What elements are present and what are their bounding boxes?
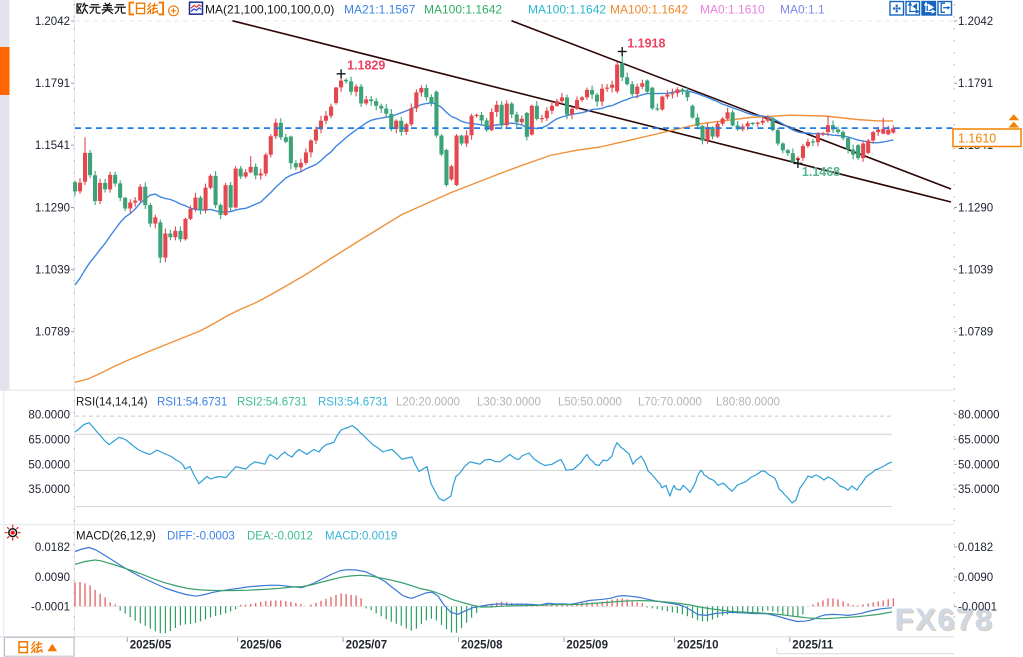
svg-text:L30:30.0000: L30:30.0000 (477, 397, 541, 409)
svg-text:50.0000: 50.0000 (28, 459, 70, 471)
svg-text:1.1610: 1.1610 (958, 132, 996, 146)
svg-text:0.0182: 0.0182 (35, 542, 70, 554)
svg-text:2025/11: 2025/11 (792, 640, 834, 652)
svg-text:MA100:1.1642: MA100:1.1642 (528, 3, 606, 17)
svg-text:65.0000: 65.0000 (28, 434, 70, 446)
svg-text:L50:50.0000: L50:50.0000 (558, 397, 622, 409)
svg-text:1.2042: 1.2042 (35, 16, 70, 28)
svg-text:1.0789: 1.0789 (35, 327, 70, 339)
svg-text:DIFF:-0.0003: DIFF:-0.0003 (167, 531, 235, 543)
svg-text:DEA:-0.0012: DEA:-0.0012 (247, 531, 313, 543)
svg-text:2025/09: 2025/09 (566, 640, 608, 652)
svg-text:2025/06: 2025/06 (240, 640, 282, 652)
svg-text:MACD:0.0019: MACD:0.0019 (325, 531, 397, 543)
svg-text:FX678: FX678 (896, 603, 995, 638)
svg-text:1.1541: 1.1541 (35, 140, 70, 152)
svg-text:MA100:1.1642: MA100:1.1642 (424, 3, 502, 17)
svg-text:1.1039: 1.1039 (958, 265, 993, 277)
svg-text:RSI3:54.6731: RSI3:54.6731 (318, 397, 388, 409)
svg-text:1.1791: 1.1791 (958, 78, 993, 90)
svg-text:2025/08: 2025/08 (461, 640, 503, 652)
svg-text:1.1468: 1.1468 (802, 165, 840, 179)
svg-text:RSI1:54.6731: RSI1:54.6731 (157, 397, 227, 409)
svg-text:50.0000: 50.0000 (958, 459, 1000, 471)
svg-text:1.1791: 1.1791 (35, 78, 70, 90)
svg-text:-0.0001: -0.0001 (958, 602, 997, 614)
svg-text:MA(21,100,100,100,0,0): MA(21,100,100,100,0,0) (205, 3, 334, 17)
svg-text:35.0000: 35.0000 (28, 484, 70, 496)
svg-text:MA100:1.1642: MA100:1.1642 (610, 3, 688, 17)
svg-text:1.1829: 1.1829 (347, 58, 385, 72)
svg-text:L80:80.0000: L80:80.0000 (716, 397, 780, 409)
svg-text:1.0789: 1.0789 (958, 327, 993, 339)
svg-text:1.1290: 1.1290 (958, 203, 993, 215)
svg-text:0.0090: 0.0090 (958, 572, 993, 584)
svg-text:65.0000: 65.0000 (958, 434, 1000, 446)
svg-text:80.0000: 80.0000 (28, 409, 70, 421)
svg-text:1.1290: 1.1290 (35, 203, 70, 215)
svg-text:RSI2:54.6731: RSI2:54.6731 (237, 397, 307, 409)
svg-text:MACD(26,12,9): MACD(26,12,9) (76, 531, 156, 543)
svg-text:2025/10: 2025/10 (677, 640, 719, 652)
svg-text:1.2042: 1.2042 (958, 16, 993, 28)
svg-text:-0.0001: -0.0001 (31, 602, 70, 614)
svg-text:L20:20.0000: L20:20.0000 (396, 397, 460, 409)
svg-text:FX678: FX678 (895, 602, 994, 637)
svg-text:1.1918: 1.1918 (627, 37, 665, 51)
svg-text:MA0:1.1: MA0:1.1 (780, 3, 825, 17)
svg-text:0.0182: 0.0182 (958, 542, 993, 554)
svg-text:2025/07: 2025/07 (346, 640, 388, 652)
svg-text:MA0:1.1610: MA0:1.1610 (700, 3, 765, 17)
svg-text:2025/05: 2025/05 (130, 640, 172, 652)
svg-text:RSI(14,14,14): RSI(14,14,14) (76, 397, 148, 409)
svg-text:0.0090: 0.0090 (35, 572, 70, 584)
svg-text:MA21:1.1567: MA21:1.1567 (344, 3, 416, 17)
svg-text:1.1039: 1.1039 (35, 265, 70, 277)
svg-text:80.0000: 80.0000 (958, 409, 1000, 421)
svg-text:35.0000: 35.0000 (958, 484, 1000, 496)
svg-text:L70:70.0000: L70:70.0000 (638, 397, 702, 409)
